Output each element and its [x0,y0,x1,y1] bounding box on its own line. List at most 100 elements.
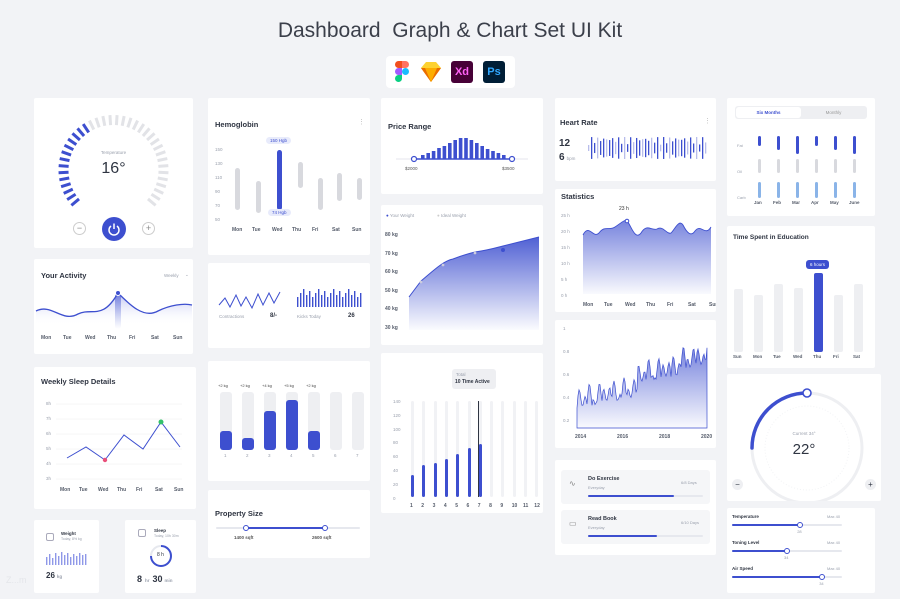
activity-day-label: Wed [85,335,96,341]
thermostat-increase-button[interactable]: + [865,479,876,490]
temperature-tick [141,127,151,137]
more-icon[interactable]: ⋮ [704,118,711,125]
heart-rate-bars [588,137,707,159]
sleep-y-tick: 8h [46,401,52,406]
temperature-tick [60,182,72,189]
weight-bar [67,553,69,565]
hemo-low-tip: 74 Hgb [268,209,291,216]
heart-rate-bar [705,142,707,154]
sleep-details-title: Weekly Sleep Details [41,377,116,386]
heart-rate-bar [663,137,665,159]
trend-card: 1 0.8 0.6 0.4 0.2 2014 2016 2018 2020 [555,320,716,448]
slider-label: Air Speed [732,566,754,571]
education-title: Time Spent in Education [733,234,809,241]
heart-rate-bar [606,139,608,157]
tab-six-months[interactable]: Six Months [736,107,801,118]
tasks-card: ∿ Do Exercise Everyday 6/8 Days ▭ Read B… [555,460,716,555]
sleep-summary-sub: Today, 10h 30m [154,534,179,538]
activity-day-label: Tue [63,335,72,341]
heart-rate-bar [645,138,647,158]
task-item[interactable]: ▭ Read Book Everyday 6/10 Days [561,510,710,544]
property-min-handle[interactable] [243,525,249,531]
tab-monthly[interactable]: Monthly [825,110,842,115]
slider-value: 28 [797,529,802,534]
hemo-bar [337,173,342,201]
period-toggle: Six Months Monthly [735,106,867,119]
temperature-tick [101,115,107,127]
hemo-y-tick: 50 [215,217,221,222]
price-bar [502,155,506,159]
power-button[interactable] [102,217,126,241]
contractions-label: Contractions [219,314,245,319]
heart-rate-bar [621,143,623,153]
statistics-area [582,218,712,294]
task-frequency: Everyday [588,485,605,490]
stat-y-tick: 20 h [561,229,570,234]
thermostat-decrease-button[interactable]: − [732,479,743,490]
thermostat-value: 22° [792,441,816,458]
gain-day: 5 [312,453,315,458]
weight-bars [46,552,87,565]
stat-day-label: Thu [646,302,656,308]
gain-day: 4 [290,453,293,458]
sleep-day-label: Tue [79,487,88,493]
heart-rate-bar [657,137,659,159]
price-bar [485,149,490,159]
more-icon[interactable]: ⋮ [358,119,365,126]
slider-handle[interactable] [819,574,826,580]
hemo-bar [318,178,323,210]
time-active-bar [411,475,414,497]
scale-icon [46,533,54,541]
weight-bar [64,555,66,565]
heart-rate-bar [594,142,596,154]
time-active-tooltip: Total 10 Time Active [452,369,496,389]
activity-filter[interactable]: Weekly [164,273,179,278]
weight-bar [58,556,60,565]
nutrition-bar [815,182,818,198]
sleep-y-tick: 3h [46,476,52,481]
decrease-temp-button[interactable]: − [73,222,86,235]
time-active-x-tick: 9 [500,503,504,509]
gain-day: 3 [268,453,271,458]
time-active-track [535,401,539,497]
slider-handle[interactable] [797,522,804,528]
thermostat-label: Current 34° [792,431,816,436]
increase-temp-button[interactable]: + [142,222,155,235]
nutrition-row-label: Oil [737,169,742,174]
education-bar [734,289,743,352]
contractions-value: 8/- [270,313,278,319]
time-active-y-tick: 0 [393,495,396,501]
temperature-tick [76,127,86,137]
temperature-tick [155,150,166,157]
trend-area [576,347,708,429]
heart-rate-bar [675,138,677,158]
nutrition-month: Feb [773,200,782,205]
nutrition-bar [758,136,761,146]
temperature-card: Temperature 16° − + [34,98,193,248]
area-y-tick: 30 kg [385,324,398,331]
task-item[interactable]: ∿ Do Exercise Everyday 6/8 Days [561,470,710,504]
nutrition-bar [796,159,799,173]
price-max-handle [508,155,516,163]
slider-handle[interactable] [784,548,790,554]
chevron-down-icon[interactable]: ⌄ [185,272,189,277]
temperature-tick [149,137,160,146]
activity-day-label: Fri [129,335,136,341]
time-active-track [411,401,414,497]
property-max-handle[interactable] [322,525,328,531]
kicks-bar [360,293,362,307]
property-size-card: Property Size 1400 sqft 2600 sqft [208,490,370,558]
slider-fill [732,524,801,526]
weight-bar [70,557,72,565]
task-frequency: Everyday [588,525,605,530]
task-days: 6/8 Days [681,480,697,485]
heart-rate-bar [639,140,641,156]
stat-y-tick: 5 h [561,277,568,282]
weight-bar [49,554,51,565]
temperature-label: Temperature [100,150,127,155]
watermark: Z...m [6,575,27,585]
temperature-tick [61,150,72,157]
time-active-track [456,401,460,497]
nutrition-bar [853,159,856,173]
nutrition-bar [834,182,837,198]
